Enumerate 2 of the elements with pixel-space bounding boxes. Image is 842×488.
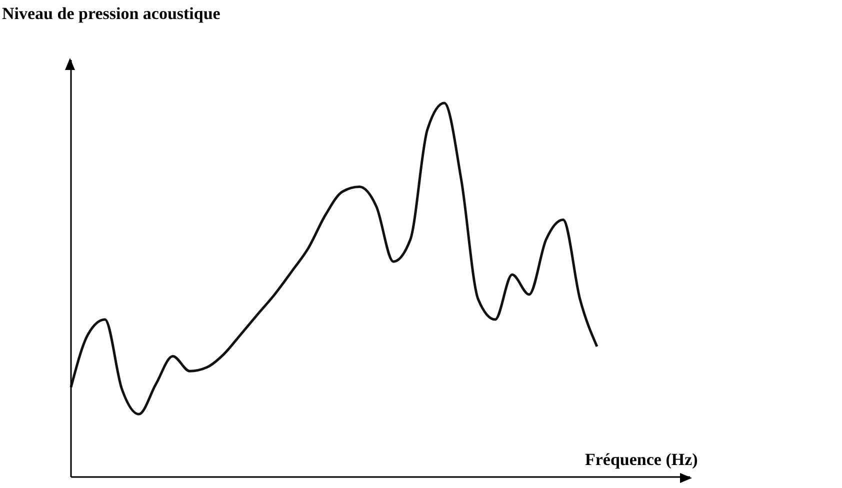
chart-title: Niveau de pression acoustique <box>2 4 220 24</box>
x-axis-title: Fréquence (Hz) <box>585 450 698 470</box>
